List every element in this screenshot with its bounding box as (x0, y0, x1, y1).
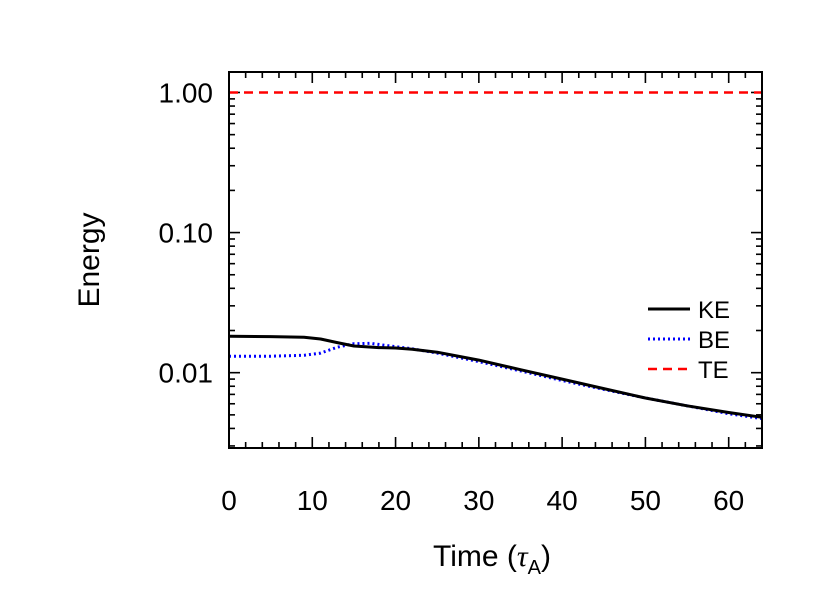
y-tick-labels: 0.01 0.10 1.00 (159, 77, 214, 388)
x-tick-label: 0 (221, 485, 237, 516)
x-tick-label: 40 (547, 485, 578, 516)
x-tick-label: 60 (713, 485, 744, 516)
y-tick-label: 0.01 (159, 358, 214, 389)
x-axis-title-close: ) (541, 540, 551, 573)
x-tick-label: 10 (297, 485, 328, 516)
x-axis-title-symbol: τ (517, 540, 529, 573)
x-axis-title: Time (τA) (433, 540, 551, 579)
y-axis-title: Energy (73, 212, 106, 307)
x-axis-title-subscript: A (528, 557, 542, 579)
x-tick-label: 30 (463, 485, 494, 516)
legend-label-ke: KE (698, 297, 730, 324)
series-line-be (229, 341, 763, 421)
legend: KE BE TE (648, 297, 730, 384)
series-lines (228, 91, 763, 421)
tick-marks (228, 72, 763, 448)
y-tick-label: 1.00 (159, 77, 214, 108)
x-tick-label: 20 (380, 485, 411, 516)
x-tick-labels: 0 10 20 30 40 50 60 (221, 485, 744, 516)
plot-frame (228, 71, 763, 449)
legend-label-te: TE (698, 357, 729, 384)
legend-label-be: BE (698, 327, 730, 354)
series-line-ke (228, 334, 763, 419)
x-tick-label: 50 (630, 485, 661, 516)
x-axis-title-text: Time ( (433, 540, 517, 573)
y-tick-label: 0.10 (159, 218, 214, 249)
